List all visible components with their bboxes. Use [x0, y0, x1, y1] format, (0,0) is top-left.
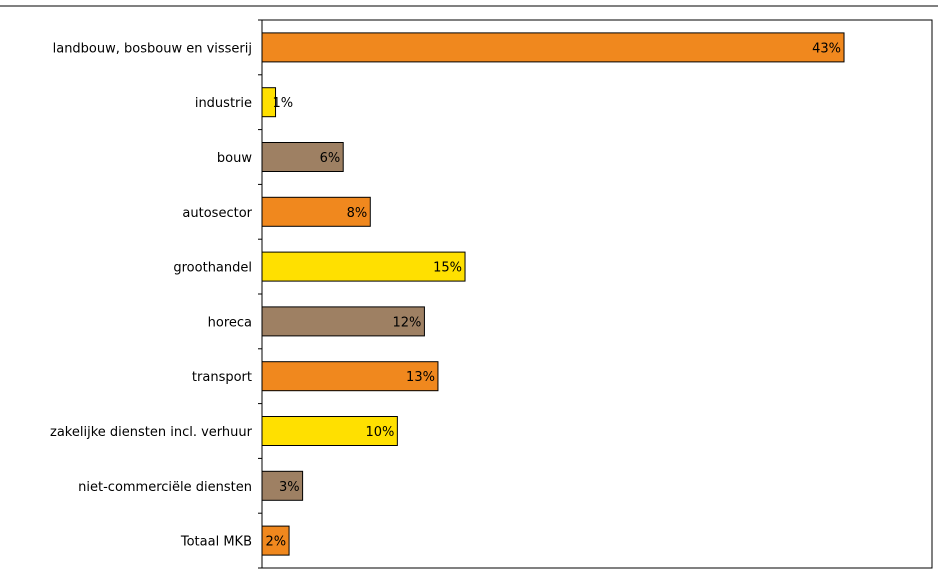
category-label: transport — [192, 370, 252, 385]
value-label: 15% — [433, 261, 462, 276]
category-label: groothandel — [173, 261, 252, 276]
category-label: bouw — [217, 151, 252, 166]
value-label: 3% — [279, 480, 300, 495]
category-label: horeca — [208, 315, 252, 330]
value-label: 43% — [812, 41, 841, 56]
bar — [261, 306, 425, 337]
category-label: zakelijke diensten incl. verhuur — [50, 425, 253, 440]
category-labels: landbouw, bosbouw en visserij industrie bo… — [50, 41, 253, 549]
bar — [261, 361, 439, 392]
category-label: landbouw, bosbouw en visserij — [53, 41, 252, 56]
bar — [261, 470, 304, 501]
bar — [261, 87, 277, 118]
category-label: industrie — [195, 96, 252, 111]
value-label: 8% — [347, 206, 368, 221]
category-label: niet-commerciële diensten — [78, 480, 252, 495]
bar — [261, 416, 398, 446]
bar — [261, 525, 290, 556]
value-label: 12% — [393, 315, 422, 330]
category-label: Totaal MKB — [180, 535, 252, 550]
value-label: 13% — [406, 370, 435, 385]
bars-group — [261, 32, 845, 556]
plot-area-border — [261, 19, 933, 569]
value-label: 1% — [273, 96, 294, 111]
value-label: 2% — [265, 535, 286, 550]
value-labels: 43% 1% 6% 8% 15% 12% 13% 10% 3% 2% — [265, 41, 841, 549]
value-label: 6% — [320, 151, 341, 166]
bar — [261, 251, 466, 282]
bar — [261, 32, 845, 63]
bar — [261, 196, 371, 227]
bar — [261, 142, 344, 172]
value-label: 10% — [365, 425, 394, 440]
category-label: autosector — [182, 206, 252, 221]
axis-ticks — [258, 19, 262, 569]
